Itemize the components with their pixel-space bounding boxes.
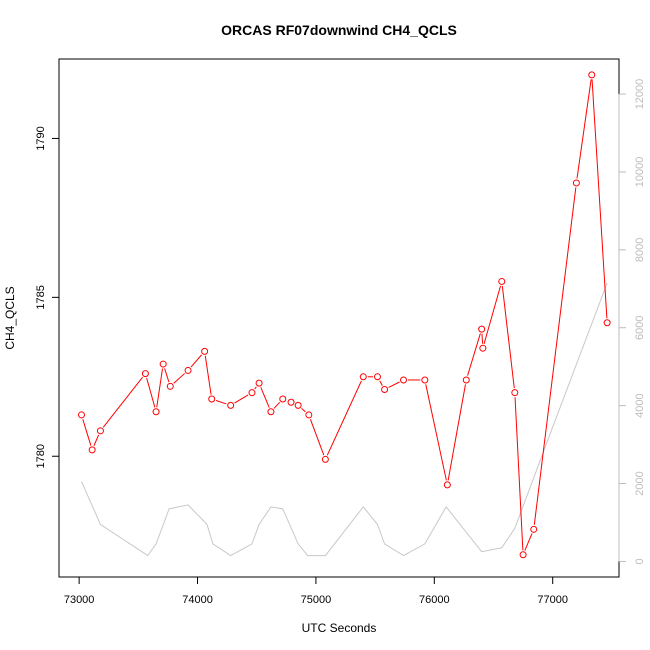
x-tick-label: 77000 [537,594,568,606]
data-point [88,446,96,454]
data-point [321,455,329,463]
data-point [77,411,85,419]
data-point [287,398,295,406]
series-line-segment [591,79,608,319]
y2-tick-label: 4000 [634,393,646,417]
data-point [400,376,408,384]
data-point [96,427,104,435]
data-point [141,370,149,378]
series-line-segment [93,434,100,446]
series-line-segment [514,397,524,551]
x-tick-label: 76000 [419,594,450,606]
series-line-segment [215,399,227,405]
data-point [530,525,538,533]
y-tick-label: 1785 [35,285,47,309]
series-line-segment [467,333,481,376]
data-point [294,401,302,409]
primary-series-layer [77,71,611,559]
data-point [421,376,429,384]
series-line-segment [190,354,203,368]
data-point [305,411,313,419]
y2-tick-label: 2000 [634,471,646,495]
series-line-segment [388,381,400,388]
data-point [603,319,611,327]
series-line-segment [524,533,533,551]
x-tick-label: 75000 [301,594,332,606]
data-point [588,71,596,79]
plot-frame [58,58,620,578]
series-line-segment [576,79,592,179]
y-axis-right: 0 2000 4000 6000 8000 10000 12000 [618,79,646,564]
data-point [184,366,192,374]
chart-title: ORCAS RF07downwind CH4_QCLS [221,22,457,38]
secondary-series-layer [81,282,608,557]
data-point [208,395,216,403]
data-point [478,325,486,333]
series-line-segment [273,401,281,409]
y-tick-label: 1790 [35,126,47,150]
series-line-segment [204,355,212,395]
data-point [359,373,367,381]
series-line-segment [146,377,156,408]
data-point [152,408,160,416]
series-line-segment [481,333,484,344]
series-line-segment [156,368,164,408]
data-point [267,408,275,416]
series-line-segment [173,373,186,384]
series-line-segment [260,387,270,408]
x-axis: 73000 74000 75000 76000 77000 [64,576,568,606]
data-point [159,360,167,368]
data-point [279,395,287,403]
y2-tick-label: 10000 [634,157,646,188]
x-axis-label: UTC Seconds [302,621,377,635]
data-point [201,347,209,355]
series-line-segment [533,187,577,525]
series-line-segment [254,386,257,390]
data-point [166,382,174,390]
series-line-segment [326,380,362,456]
data-point [519,551,527,559]
data-point [511,389,519,397]
data-point [227,401,235,409]
series-line-segment [102,376,144,428]
data-point [462,376,470,384]
data-point [373,373,381,381]
series-line-segment [425,384,447,481]
data-point [381,386,389,394]
x-tick-label: 73000 [64,594,95,606]
series-line-segment [82,419,92,446]
y2-tick-label: 8000 [634,238,646,262]
x-tick-label: 74000 [182,594,213,606]
data-point [255,379,263,387]
y-tick-label: 1780 [35,444,47,468]
series-line-segment [447,384,466,481]
series-line-segment [309,418,325,456]
y-axis-left: 1780 1785 1790 [35,126,59,468]
data-point [572,179,580,187]
series-line-segment [234,394,249,404]
data-point [498,277,506,285]
y2-tick-label: 6000 [634,315,646,339]
series-line-segment [483,285,502,344]
series-line-segment [501,285,515,389]
y2-tick-label: 0 [634,558,646,564]
data-point [479,344,487,352]
data-point [248,389,256,397]
y2-tick-label: 12000 [634,79,646,110]
y-axis-label: CH4_QCLS [3,286,17,349]
series-line-segment [301,408,306,413]
series-line-segment [379,380,383,386]
series-line-segment [164,368,170,383]
data-point [443,481,451,489]
secondary-series-line [81,282,608,557]
